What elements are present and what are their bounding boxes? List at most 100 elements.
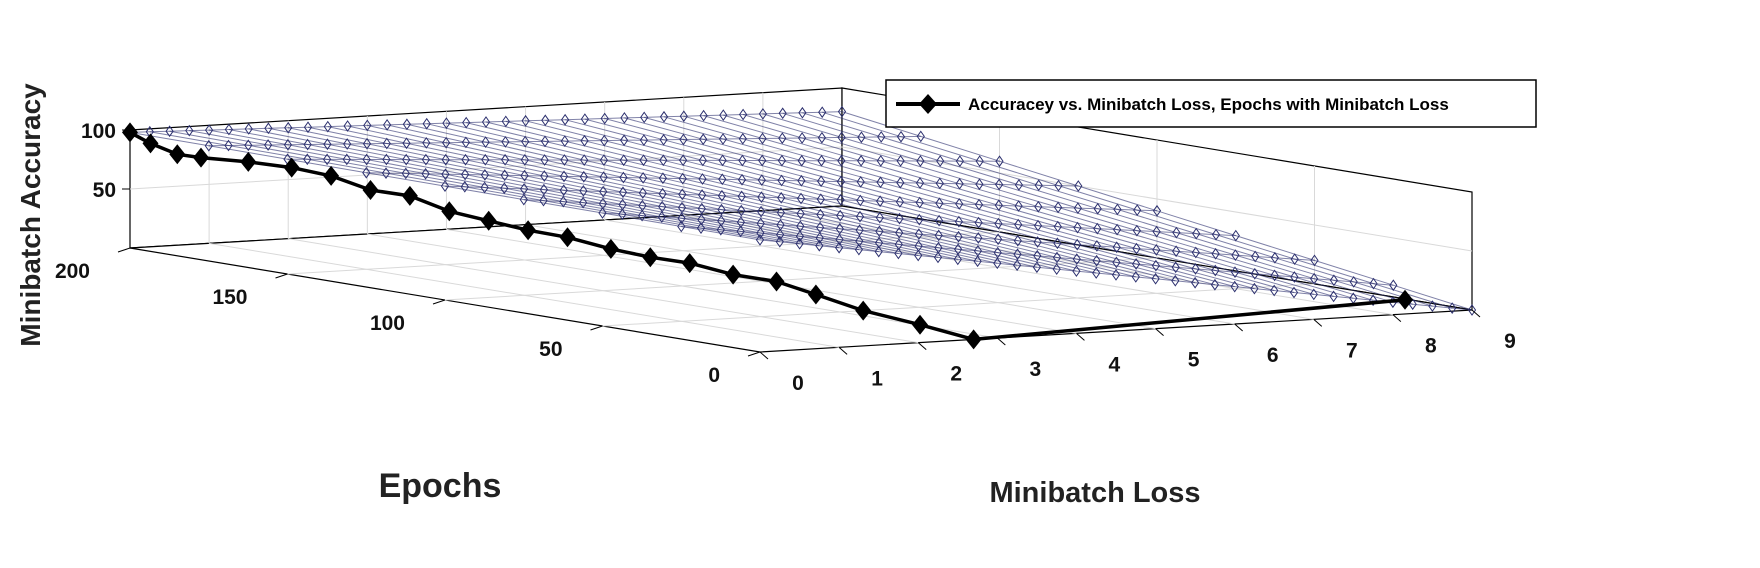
surface-point (322, 153, 332, 166)
surface-point (1290, 271, 1299, 283)
surface-point (540, 154, 549, 166)
surface-point (1250, 282, 1259, 295)
surface-line-col (841, 111, 1473, 311)
surface-point (737, 204, 746, 217)
surface-point (619, 134, 629, 147)
surface-point (618, 186, 628, 199)
surface-line-col (485, 121, 1117, 276)
surface-point (303, 138, 312, 151)
surface-point (638, 199, 647, 212)
surface-point (717, 203, 726, 216)
surface-point (1012, 259, 1022, 272)
surface-line-col (564, 119, 1196, 284)
surface-point (1112, 223, 1122, 236)
surface-point (540, 170, 549, 182)
surface-point (578, 196, 588, 209)
legend-entry-label: Accuracey vs. Minibatch Loss, Epochs wit… (968, 95, 1449, 114)
surface-point (541, 114, 550, 127)
series-point (768, 271, 785, 292)
surface-line-col (624, 117, 1255, 290)
surface-point (382, 137, 391, 150)
surface-point (1231, 229, 1240, 242)
surface-line-col (663, 116, 1295, 293)
surface-point (1190, 276, 1200, 289)
surface-point (1211, 247, 1220, 260)
surface-point (857, 131, 866, 144)
surface-point (402, 153, 411, 166)
surface-point (342, 153, 351, 166)
surface-point (600, 112, 609, 125)
surface-point (1133, 204, 1142, 216)
surface-point (874, 236, 884, 249)
surface-point (559, 195, 568, 208)
surface-point (480, 169, 490, 181)
surface-point (737, 190, 746, 203)
surface-point (894, 247, 903, 260)
surface-point (343, 138, 352, 150)
surface-point (874, 245, 883, 258)
surface-point (698, 173, 707, 185)
surface-point (837, 131, 846, 144)
series-point (807, 284, 824, 305)
y-tick-label: 200 (55, 260, 90, 283)
surface-point (1073, 202, 1083, 214)
surface-point (579, 170, 588, 183)
surface-point (637, 209, 647, 222)
surface-point (263, 139, 273, 151)
surface-line-col (782, 112, 1413, 305)
y-tick-label: 150 (212, 286, 247, 309)
x-tick-mark (1155, 328, 1164, 337)
surface-point (1132, 242, 1141, 255)
series-point (401, 185, 418, 206)
surface-point (758, 132, 767, 145)
x-tick-mark (917, 342, 927, 351)
surface-point (975, 178, 984, 191)
x-axis-label: Minibatch Loss (989, 477, 1200, 509)
series-point (681, 253, 698, 274)
surface-point (560, 113, 570, 126)
surface-point (560, 135, 569, 147)
series-point (965, 329, 982, 350)
surface-point (914, 240, 923, 252)
surface-point (1329, 290, 1338, 303)
x-tick-label: 2 (950, 363, 962, 386)
series-point (520, 220, 537, 241)
surface-point (1151, 272, 1160, 285)
surface-point (1270, 269, 1279, 282)
series-point (855, 300, 872, 321)
surface-point (1309, 288, 1318, 301)
surface-line-col (129, 131, 761, 241)
surface-line-col (228, 129, 859, 251)
surface-point (875, 195, 885, 208)
surface-point (619, 171, 628, 184)
surface-line-col (169, 130, 800, 245)
surface-point (816, 208, 825, 221)
surface-point (1230, 266, 1240, 278)
x-tick-label: 7 (1346, 339, 1358, 362)
surface-point (460, 168, 470, 181)
surface-point (796, 220, 805, 233)
surface-line-col (584, 118, 1216, 286)
surface-line-col (288, 127, 919, 256)
surface-line-col (189, 130, 820, 247)
surface-point (598, 197, 608, 210)
surface-point (699, 133, 708, 146)
surface-point (1014, 179, 1024, 191)
surface-point (758, 154, 767, 167)
x-tick-mark (1234, 323, 1243, 332)
surface-point (539, 194, 548, 207)
surface-point (877, 131, 886, 143)
surface-line-col (149, 131, 780, 243)
surface-point (1112, 256, 1121, 269)
surface-line-col (604, 118, 1235, 288)
surface-point (1092, 267, 1101, 279)
surface-point (678, 188, 687, 201)
surface-point (382, 153, 391, 166)
surface-point (600, 134, 609, 147)
surface-point (677, 201, 687, 214)
series-point (283, 157, 300, 178)
surface-point (758, 108, 768, 120)
y-tick-mark (432, 299, 446, 305)
series-point (142, 133, 159, 154)
surface-point (736, 216, 746, 229)
